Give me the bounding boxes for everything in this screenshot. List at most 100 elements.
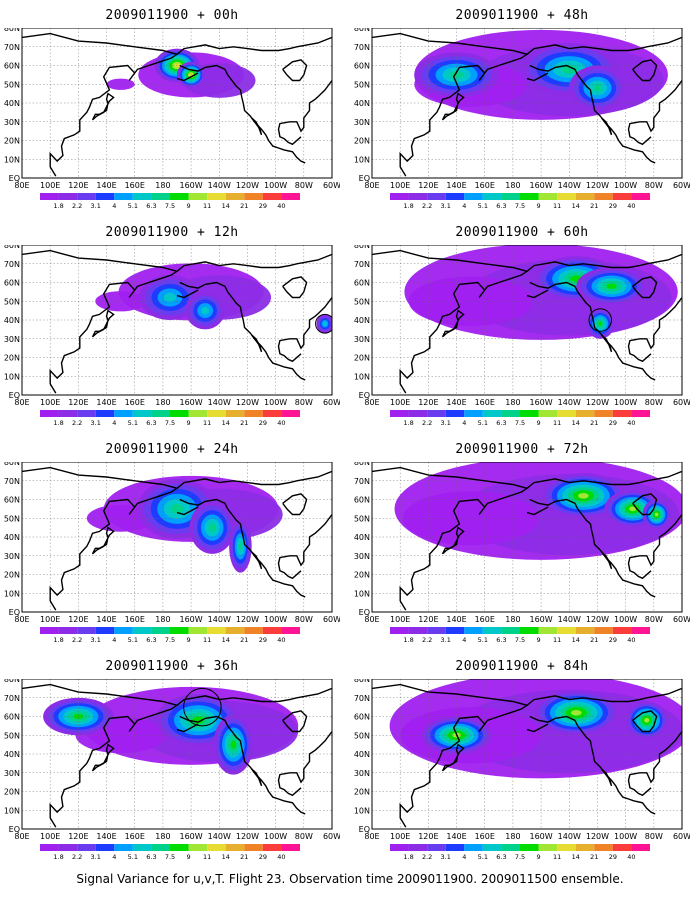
colorbar-label: 6.3: [146, 419, 156, 427]
longitude-label: 140W: [208, 832, 231, 841]
colorbar-swatch: [170, 627, 189, 634]
latitude-label: 50N: [354, 297, 370, 306]
longitude-label: 120W: [236, 398, 259, 407]
colorbar-swatch: [151, 844, 170, 851]
longitude-label: 180: [155, 181, 170, 190]
colorbar-swatch: [132, 410, 152, 417]
map-panel: 2009011900 + 24h 80N 70N 60N 50N 40N 30N 20N 10N…: [0, 434, 340, 644]
colorbar-swatch: [482, 844, 502, 851]
longitude-label: 140W: [208, 398, 231, 407]
colorbar-swatch: [95, 844, 115, 851]
colorbar-label: 6.3: [496, 636, 506, 644]
longitude-label: 100E: [40, 181, 60, 190]
longitude-label: 160W: [529, 398, 552, 407]
colorbar-swatch: [95, 193, 115, 200]
latitude-label: 40N: [354, 316, 370, 325]
longitude-label: 60W: [323, 832, 340, 841]
colorbar-label: 7.5: [515, 636, 525, 644]
colorbar-label: 5.1: [478, 636, 488, 644]
colorbar-label: 29: [609, 636, 617, 644]
map-panel: 2009011900 + 00h 80N 70N 60N 50N 40N 30N 20N 10N…: [0, 0, 340, 210]
longitude-label: 140W: [558, 615, 581, 624]
colorbar-swatch: [445, 410, 465, 417]
colorbar-swatch: [408, 193, 428, 200]
colorbar-swatch: [575, 410, 595, 417]
longitude-label: 120W: [236, 615, 259, 624]
longitude-label: 80E: [14, 615, 29, 624]
colorbar-label: 1.8: [53, 853, 63, 861]
latitude-label: 80N: [354, 245, 370, 250]
variance-field: [22, 462, 332, 612]
colorbar-swatch: [575, 193, 595, 200]
longitude-label: 80W: [645, 832, 663, 841]
latitude-label: 80N: [4, 245, 20, 250]
colorbar-swatch: [114, 410, 133, 417]
colorbar-label: 29: [609, 419, 617, 427]
colorbar-swatch: [538, 193, 558, 200]
latitude-label: 80N: [354, 679, 370, 684]
colorbar-label: 29: [259, 853, 267, 861]
longitude-label: 140E: [446, 832, 466, 841]
colorbar-swatch: [557, 410, 576, 417]
colorbar-swatch: [557, 627, 576, 634]
colorbar-label: 21: [590, 636, 598, 644]
longitude-label: 120W: [586, 832, 609, 841]
colorbar-label: 11: [553, 636, 561, 644]
longitude-label: 140E: [96, 181, 116, 190]
colorbar-label: 9: [187, 853, 191, 861]
longitude-label: 100E: [390, 398, 410, 407]
colorbar-label: 21: [590, 853, 598, 861]
latitude-label: 60N: [4, 496, 20, 505]
colorbar-swatch: [188, 193, 208, 200]
map-panel: 2009011900 + 84h 80N 70N 60N 50N 40N 30N 20N 10N…: [350, 651, 690, 861]
colorbar-swatch: [77, 410, 96, 417]
latitude-label: 20N: [4, 571, 20, 580]
colorbar-swatch: [188, 844, 208, 851]
colorbar-label: 9: [537, 853, 541, 861]
colorbar-label: 3.1: [91, 202, 101, 210]
colorbar-label: 29: [609, 202, 617, 210]
colorbar-label: 2.2: [422, 202, 432, 210]
map-panel: 2009011900 + 60h 80N 70N 60N 50N 40N 30N 20N 10N…: [350, 217, 690, 427]
colorbar-swatch: [427, 627, 446, 634]
colorbar-label: 4: [112, 202, 116, 210]
colorbar-label: 11: [553, 419, 561, 427]
longitude-label: 100E: [40, 398, 60, 407]
longitude-label: 180: [155, 832, 170, 841]
colorbar-label: 6.3: [146, 853, 156, 861]
longitude-label: 160E: [475, 181, 495, 190]
longitude-label: 120W: [586, 615, 609, 624]
colorbar-swatch: [40, 193, 59, 200]
colorbar-swatch: [520, 844, 539, 851]
latitude-label: 70N: [354, 260, 370, 269]
colorbar-label: 2.2: [72, 636, 82, 644]
colorbar-swatch: [612, 193, 632, 200]
colorbar-swatch: [464, 627, 483, 634]
colorbar-swatch: [244, 627, 263, 634]
colorbar-swatch: [207, 193, 226, 200]
latitude-label: 60N: [4, 713, 20, 722]
longitude-label: 120E: [418, 181, 438, 190]
longitude-label: 60W: [323, 398, 340, 407]
longitude-label: 180: [505, 832, 520, 841]
longitude-label: 140W: [208, 615, 231, 624]
colorbar-label: 3.1: [91, 636, 101, 644]
longitude-label: 120W: [586, 398, 609, 407]
latitude-label: 20N: [354, 788, 370, 797]
longitude-label: 60W: [673, 615, 690, 624]
longitude-label: 160W: [529, 181, 552, 190]
colorbar-label: 5.1: [128, 636, 138, 644]
colorbar-label: 9: [537, 202, 541, 210]
colorbar-label: 21: [240, 636, 248, 644]
colorbar-swatch: [427, 844, 446, 851]
longitude-label: 160E: [475, 832, 495, 841]
colorbar-label: 14: [572, 853, 580, 861]
longitude-label: 180: [155, 615, 170, 624]
latitude-label: 30N: [354, 769, 370, 778]
colorbar-swatch: [538, 627, 558, 634]
longitude-label: 80E: [14, 398, 29, 407]
longitude-label: 140E: [446, 398, 466, 407]
observation-circle: [588, 308, 613, 332]
